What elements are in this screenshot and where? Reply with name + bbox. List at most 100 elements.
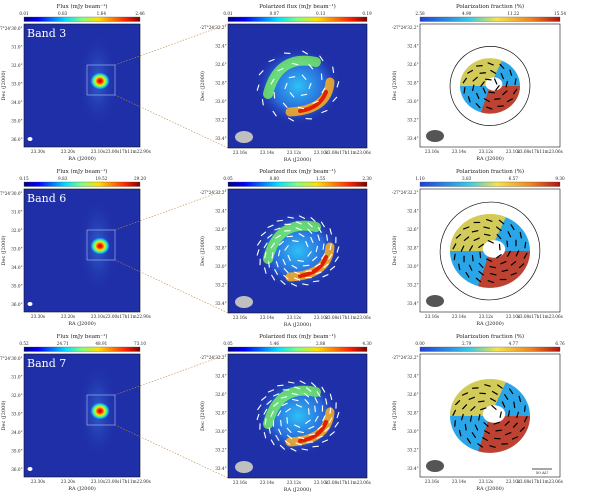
dec-axis-label: Dec (J2000)	[199, 236, 206, 266]
fraction-hole	[482, 240, 506, 258]
flux-colorbar-bar	[23, 346, 141, 352]
dec-tick-label: 34.0"	[11, 100, 22, 105]
polarization-vector	[307, 251, 312, 257]
dec-tick-label: 32.4"	[215, 374, 226, 379]
ra-tick-label: 23.00s17h11m22.90s	[105, 314, 151, 319]
polarization-vector	[470, 406, 476, 412]
ra-tick-label: 23.12s	[479, 479, 493, 484]
polarization-vector	[455, 400, 461, 406]
polarization-vector	[283, 274, 289, 280]
polarization-vector	[506, 240, 509, 248]
dec-tick-label: 32.6"	[407, 62, 418, 67]
polarization-vector	[497, 384, 503, 389]
polarization-vector	[462, 77, 467, 84]
polarized-flux-colorbar-bar	[227, 16, 368, 22]
dec-tick-label: 36.0"	[11, 467, 22, 472]
polarization-fraction-colorbar-tick-label: 2.58	[415, 11, 425, 16]
polarization-vector	[256, 249, 260, 256]
ra-tick-label: 23.00s17h11m22.90s	[105, 149, 151, 154]
polarization-vector	[303, 392, 310, 398]
polarization-vector	[308, 425, 315, 430]
flux-colorbar-tick-label: 0.15	[19, 176, 29, 181]
polarization-vector	[514, 78, 517, 85]
polarization-vector	[322, 243, 325, 250]
polarization-vector	[266, 400, 272, 405]
polarization-vector	[509, 69, 513, 76]
polarization-vector	[484, 78, 492, 81]
polarization-vector	[513, 401, 516, 409]
polarization-vector	[477, 400, 485, 403]
zoom-connector	[114, 353, 229, 396]
ra-axis-label: RA (J2000)	[476, 155, 504, 162]
polarization-vector	[293, 277, 301, 281]
polarization-vector	[458, 263, 461, 271]
dec-tick-label: 33.4"	[215, 136, 226, 141]
polarization-vector	[295, 227, 302, 231]
polarization-vector	[258, 70, 264, 76]
polarization-vector	[256, 413, 260, 421]
polarization-vector	[487, 240, 494, 244]
flux-panel: Flux (mJy beam⁻¹) 0.52 24.71 48.91 73.10 Band…	[0, 333, 151, 492]
polarization-vector	[505, 80, 508, 88]
polarized-flux-colorbar-tick-label: 4.30	[362, 341, 372, 346]
zoom-connector	[114, 188, 229, 231]
polarization-vector	[312, 445, 319, 448]
polarization-fraction-colorbar-tick-label: 15.54	[554, 11, 566, 16]
dec-tick-label: 32.4"	[215, 209, 226, 214]
polarization-vector	[302, 50, 308, 55]
polarization-vector	[264, 267, 267, 274]
ra-tick-label: 23.12s	[287, 150, 301, 155]
ra-axis-label: RA (J2000)	[68, 155, 96, 162]
polarization-vector	[280, 396, 288, 399]
polarization-vector	[285, 408, 291, 413]
ra-tick-label: 23.10s	[91, 314, 105, 319]
polarization-vector	[301, 448, 309, 451]
band-label: Band 6	[27, 192, 66, 205]
polarization-vector	[487, 280, 494, 284]
polarization-vector	[273, 402, 279, 407]
polarization-fraction-colorbar-bar	[419, 16, 561, 22]
ra-axis-label: RA (J2000)	[476, 320, 504, 327]
polarization-vector	[490, 397, 497, 402]
dec-tick-label: 33.4"	[215, 301, 226, 306]
polarization-vector	[498, 219, 505, 225]
polarization-vector	[474, 424, 479, 431]
polarization-vector	[458, 429, 462, 437]
polarized-flux-panel: Polarized flux (mJy beam⁻¹) 0.01 0.07 0.13 0…	[199, 3, 372, 163]
polarization-vector	[284, 440, 291, 445]
ra-tick-label: 23.10s	[314, 315, 328, 320]
polarization-vector	[504, 394, 509, 400]
polarization-vector	[472, 76, 478, 82]
polarization-vector	[467, 96, 471, 103]
polarization-vector	[264, 418, 267, 425]
dec-axis-label: Dec (J2000)	[391, 400, 398, 430]
polarization-vector	[336, 81, 340, 88]
polarization-vector	[315, 245, 318, 253]
polarization-vector	[298, 233, 305, 238]
polarization-vector	[277, 410, 282, 417]
polarization-fraction-colorbar-tick-label: 6.76	[555, 341, 565, 346]
polarization-vector	[464, 423, 467, 431]
spiral-arm-north	[263, 385, 321, 429]
polarization-vector	[495, 429, 503, 432]
polarization-vector	[501, 401, 506, 408]
dec-tick-label: 32.6"	[407, 227, 418, 232]
dec-axis-label: Dec (J2000)	[0, 400, 7, 430]
polarization-vector	[467, 69, 474, 74]
polarization-vector	[452, 409, 456, 416]
dec-tick-label: 33.0"	[407, 429, 418, 434]
dec-tick-label: 33.0"	[407, 264, 418, 269]
polarization-vector	[263, 242, 268, 249]
polarization-vector	[284, 82, 288, 90]
polarization-vector	[479, 251, 482, 259]
polarization-fraction-colorbar-tick-label: 4.77	[509, 341, 519, 346]
polarization-vector	[518, 395, 522, 403]
ra-tick-label: 23.30s	[31, 479, 45, 484]
polarization-vector	[261, 98, 264, 106]
polarization-vector	[317, 234, 321, 241]
dec-tick-label: -27°24'32.2"	[392, 355, 419, 360]
polarization-vector	[505, 432, 512, 436]
polarization-vector	[284, 245, 289, 251]
polarization-vector	[274, 269, 278, 275]
polarization-fraction-colorbar-tick-label: 3.83	[462, 176, 472, 181]
